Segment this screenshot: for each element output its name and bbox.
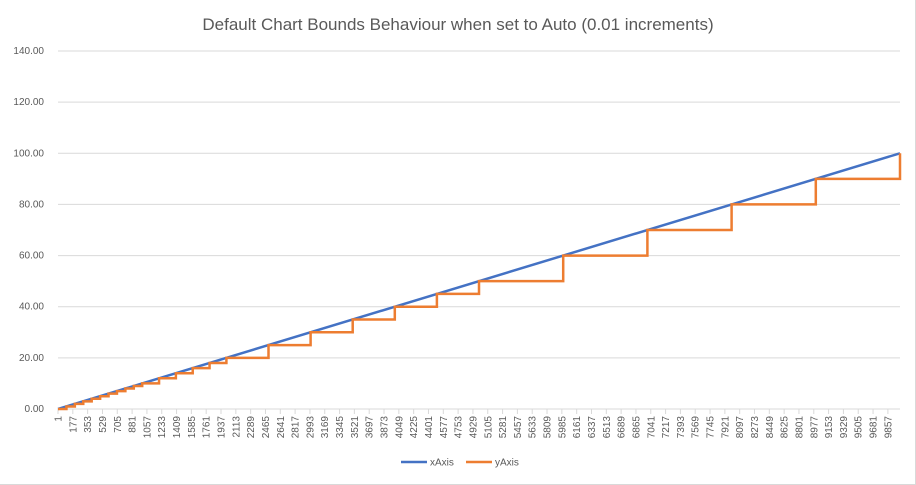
y-tick-label: 120.00 xyxy=(13,97,44,108)
legend-label-yAxis: yAxis xyxy=(495,458,519,469)
y-tick-label: 140.00 xyxy=(13,46,44,57)
x-tick-label: 2289 xyxy=(246,416,257,439)
x-tick-label: 2817 xyxy=(291,416,302,439)
x-tick-label: 2641 xyxy=(276,416,287,439)
x-tick-label: 4049 xyxy=(394,416,405,439)
y-tick-label: 0.00 xyxy=(25,404,45,415)
gridlines xyxy=(58,50,900,410)
y-tick-label: 40.00 xyxy=(19,302,44,313)
x-tick-label: 9329 xyxy=(839,416,850,439)
x-tick-label: 8273 xyxy=(750,416,761,439)
x-tick-label: 353 xyxy=(83,416,94,433)
x-tick-label: 7569 xyxy=(691,416,702,439)
x-tick-label: 6337 xyxy=(587,416,598,439)
x-tick-label: 1 xyxy=(54,416,65,422)
x-tick-label: 9153 xyxy=(824,416,835,439)
x-tick-label: 8977 xyxy=(809,416,820,439)
x-tick-label: 3521 xyxy=(350,416,361,439)
x-tick-label: 9505 xyxy=(854,416,865,439)
x-tick-label: 1233 xyxy=(157,416,168,439)
x-tick-label: 4401 xyxy=(424,416,435,439)
x-tick-label: 177 xyxy=(68,416,79,433)
y-tick-label: 20.00 xyxy=(19,353,44,364)
y-tick-label: 100.00 xyxy=(13,148,44,159)
x-tick-label: 705 xyxy=(113,416,124,433)
x-tick-label: 4753 xyxy=(454,416,465,439)
x-tick-label: 4577 xyxy=(439,416,450,439)
x-tick-label: 8801 xyxy=(794,416,805,439)
x-tick-label: 6513 xyxy=(602,416,613,439)
x-tick-label: 3873 xyxy=(380,416,391,439)
x-tick-label: 1585 xyxy=(187,416,198,439)
x-tick-label: 1409 xyxy=(172,416,183,439)
legend-label-xAxis: xAxis xyxy=(430,458,454,469)
x-tick-label: 6161 xyxy=(572,416,583,439)
chart-title: Default Chart Bounds Behaviour when set … xyxy=(202,15,713,34)
legend: xAxis yAxis xyxy=(401,458,519,469)
x-tick-label: 2993 xyxy=(305,416,316,439)
x-tick-label: 2465 xyxy=(261,416,272,439)
y-tick-label: 80.00 xyxy=(19,199,44,210)
x-tick-label: 3697 xyxy=(365,416,376,439)
x-tick-label: 5809 xyxy=(543,416,554,439)
x-tick-label: 4929 xyxy=(468,416,479,439)
x-tick-label: 881 xyxy=(128,416,139,433)
x-tick-label: 6865 xyxy=(631,416,642,439)
x-tick-label: 5457 xyxy=(513,416,524,439)
series-line-yAxis xyxy=(58,153,902,411)
y-axis-ticks: 0.00 20.00 40.00 60.00 80.00 100.00 120.00 140.… xyxy=(13,46,44,415)
x-tick-label: 6689 xyxy=(617,416,628,439)
x-tick-label: 7745 xyxy=(706,416,717,439)
x-tick-label: 7921 xyxy=(720,416,731,439)
x-tick-label: 1937 xyxy=(217,416,228,439)
x-tick-label: 7217 xyxy=(661,416,672,439)
x-tick-label: 9681 xyxy=(869,416,880,439)
x-axis-ticks: 1 177 353 529 705 881 1057 1233 1409 1585 1761 1937… xyxy=(54,408,900,439)
x-tick-label: 5633 xyxy=(528,416,539,439)
x-tick-label: 529 xyxy=(98,416,109,433)
x-tick-label: 8625 xyxy=(780,416,791,439)
x-tick-label: 4225 xyxy=(409,416,420,439)
x-tick-label: 8449 xyxy=(765,416,776,439)
x-tick-label: 9857 xyxy=(883,416,894,439)
x-tick-label: 8097 xyxy=(735,416,746,439)
x-tick-label: 3345 xyxy=(335,416,346,439)
x-tick-label: 5281 xyxy=(498,416,509,439)
y-tick-label: 60.00 xyxy=(19,251,44,262)
series-layer xyxy=(57,152,902,411)
x-tick-label: 1057 xyxy=(142,416,153,439)
x-tick-label: 7041 xyxy=(646,416,657,439)
x-tick-label: 1761 xyxy=(202,416,213,439)
x-tick-label: 7393 xyxy=(676,416,687,439)
x-tick-label: 5105 xyxy=(483,416,494,439)
x-tick-label: 5985 xyxy=(557,416,568,439)
x-tick-label: 3169 xyxy=(320,416,331,439)
x-tick-label: 2113 xyxy=(231,416,242,438)
